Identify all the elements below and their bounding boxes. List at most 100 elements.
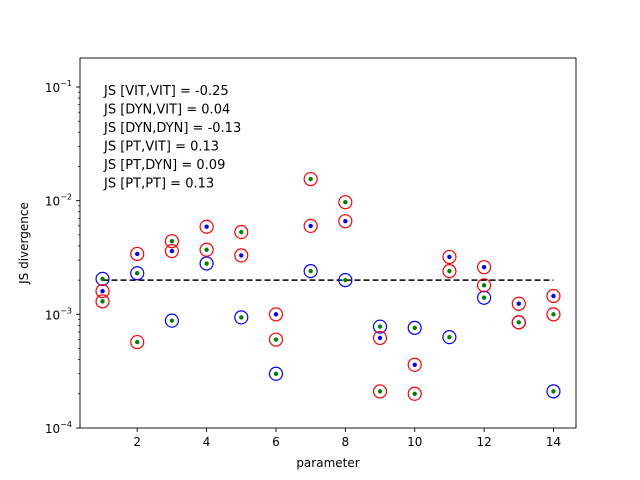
y-axis-label: JS divergence — [17, 202, 31, 285]
data-point-dot-2-3 — [204, 224, 209, 229]
data-point-dot-3-2 — [135, 271, 140, 276]
data-point-circle-1-14 — [338, 195, 353, 210]
x-axis-label: parameter — [296, 456, 359, 470]
data-point-circle-1-15 — [338, 214, 353, 229]
axes-frame — [79, 57, 577, 429]
annotation-line-3: JS [PT,VIT] = 0.13 — [103, 140, 219, 155]
data-point-circle-0-4 — [234, 310, 249, 325]
annotation-line-1: JS [DYN,VIT] = 0.04 — [103, 103, 230, 118]
data-point-dot-3-8 — [239, 229, 244, 235]
data-point-circle-0-9 — [407, 320, 422, 335]
data-point-circle-1-17 — [372, 384, 388, 399]
annotation-line-0: JS [VIT,VIT] = -0.25 — [103, 84, 229, 99]
data-point-dot-3-1 — [100, 299, 105, 304]
data-point-circle-1-0 — [95, 284, 110, 299]
data-point-circle-1-5 — [164, 244, 180, 259]
data-point-circle-0-13 — [546, 384, 561, 399]
data-point-dot-3-17 — [377, 389, 383, 394]
data-point-circle-1-8 — [234, 224, 249, 240]
data-point-circle-1-7 — [199, 242, 214, 257]
data-point-circle-1-13 — [303, 218, 318, 233]
data-point-dot-3-0 — [100, 276, 105, 282]
data-point-circle-1-21 — [442, 264, 457, 279]
data-point-circle-1-12 — [303, 171, 318, 187]
data-point-dot-2-1 — [135, 251, 140, 257]
data-point-dot-2-7 — [343, 218, 348, 224]
x-tick-label-6: 14 — [546, 435, 561, 449]
data-point-circle-1-10 — [268, 307, 284, 322]
data-point-dot-3-7 — [204, 261, 209, 266]
data-point-dot-3-19 — [412, 391, 417, 396]
data-point-dot-3-22 — [481, 283, 487, 288]
data-point-circle-1-18 — [407, 357, 422, 372]
data-point-dot-2-8 — [377, 335, 383, 341]
data-point-dot-3-10 — [273, 337, 279, 342]
data-point-circle-1-22 — [476, 260, 492, 275]
data-point-dot-3-15 — [343, 277, 348, 283]
data-point-circle-1-9 — [234, 248, 249, 263]
data-point-dot-3-26 — [551, 389, 556, 394]
annotation-line-4: JS [PT,DYN] = 0.09 — [103, 158, 225, 173]
plot-area — [95, 171, 561, 401]
x-tick-label-0: 2 — [133, 435, 141, 449]
data-point-circle-1-20 — [442, 249, 457, 265]
data-point-dot-3-9 — [239, 315, 244, 320]
data-point-dot-2-0 — [100, 288, 105, 294]
data-point-dot-3-20 — [447, 268, 452, 274]
data-point-dot-3-6 — [204, 247, 209, 252]
data-point-dot-3-25 — [551, 312, 556, 317]
x-tick-label-3: 8 — [342, 435, 350, 449]
annotation-line-2: JS [DYN,DYN] = -0.13 — [103, 121, 241, 136]
data-point-dot-3-11 — [273, 371, 279, 376]
data-point-dot-3-14 — [343, 199, 348, 205]
data-point-circle-1-24 — [511, 296, 526, 311]
data-point-circle-0-6 — [303, 264, 318, 279]
data-point-circle-1-26 — [546, 288, 561, 304]
data-point-dot-2-13 — [551, 293, 556, 299]
data-point-circle-0-10 — [442, 330, 457, 345]
data-point-dot-2-11 — [481, 264, 487, 270]
data-point-circle-0-3 — [199, 256, 214, 271]
data-point-dot-3-13 — [308, 268, 313, 274]
x-tick-label-1: 4 — [203, 435, 211, 449]
data-point-dot-2-6 — [308, 223, 313, 229]
data-point-dot-3-18 — [412, 325, 417, 331]
data-point-circle-0-8 — [372, 319, 388, 334]
data-point-circle-1-4 — [164, 234, 180, 249]
data-point-circle-1-2 — [130, 246, 145, 262]
data-point-circle-1-1 — [95, 294, 110, 309]
data-point-circle-0-7 — [338, 273, 353, 288]
data-point-circle-0-1 — [130, 266, 145, 281]
data-point-dot-3-16 — [377, 324, 383, 329]
data-point-circle-1-6 — [199, 219, 214, 234]
x-tick-label-5: 12 — [476, 435, 491, 449]
data-point-dot-2-12 — [516, 301, 521, 306]
data-point-dot-3-4 — [169, 239, 175, 244]
data-point-dot-3-24 — [516, 320, 521, 325]
data-point-dot-2-4 — [239, 253, 244, 258]
x-tick-label-4: 10 — [407, 435, 422, 449]
annotation-block: JS [VIT,VIT] = -0.25 JS [DYN,VIT] = 0.04 J… — [103, 84, 241, 192]
data-point-circle-1-11 — [268, 332, 284, 347]
data-point-dot-2-9 — [412, 362, 417, 367]
data-point-dot-3-23 — [481, 295, 487, 300]
annotation-line-5: JS [PT,PT] = 0.13 — [103, 177, 214, 192]
data-point-dot-3-3 — [135, 339, 140, 345]
data-point-circle-0-2 — [164, 313, 180, 328]
data-point-circle-1-16 — [372, 330, 388, 346]
data-point-circle-1-3 — [130, 334, 145, 350]
data-point-circle-0-0 — [95, 271, 110, 287]
data-point-dot-2-10 — [447, 254, 452, 260]
x-tick-label-2: 6 — [272, 435, 280, 449]
data-point-circle-1-25 — [511, 315, 526, 330]
data-point-circle-1-19 — [407, 386, 422, 401]
data-point-circle-1-27 — [546, 307, 561, 322]
data-point-circle-0-5 — [268, 366, 284, 381]
data-point-dot-3-5 — [169, 318, 175, 323]
data-point-dot-2-5 — [273, 312, 279, 317]
data-point-dot-3-12 — [308, 176, 313, 182]
data-point-dot-3-21 — [447, 334, 452, 340]
